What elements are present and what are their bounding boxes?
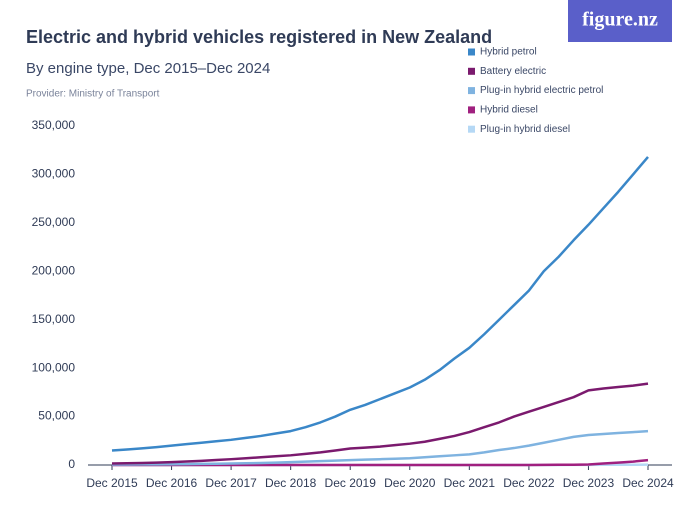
y-tick-label: 350,000 [32, 118, 76, 132]
x-tick-label: Dec 2024 [622, 476, 674, 490]
x-tick-label: Dec 2016 [146, 476, 198, 490]
x-tick-label: Dec 2017 [205, 476, 257, 490]
legend-label: Hybrid petrol [480, 47, 537, 58]
x-tick-label: Dec 2015 [86, 476, 138, 490]
y-tick-label: 150,000 [32, 312, 76, 326]
legend-swatch [468, 87, 475, 95]
x-tick-label: Dec 2023 [563, 476, 615, 490]
legend-swatch [468, 67, 475, 75]
legend-swatch [468, 125, 475, 133]
series-line [111, 429, 649, 466]
legend-label: Battery electric [480, 66, 546, 77]
legend-swatch [468, 48, 475, 56]
x-tick-label: Dec 2018 [265, 476, 317, 490]
chart-title: Electric and hybrid vehicles registered … [26, 27, 492, 47]
chart-subtitle: By engine type, Dec 2015–Dec 2024 [26, 60, 270, 77]
series-line [111, 156, 649, 452]
legend-swatch [468, 106, 475, 114]
y-tick-label: 100,000 [32, 360, 76, 374]
legend-label: Plug-in hybrid diesel [480, 124, 570, 135]
y-tick-label: 200,000 [32, 263, 76, 277]
legend-label: Plug-in hybrid electric petrol [480, 85, 603, 96]
y-tick-label: 300,000 [32, 167, 76, 181]
y-tick-label: 50,000 [38, 409, 75, 423]
provider: Provider: Ministry of Transport [26, 89, 160, 100]
x-tick-label: Dec 2019 [325, 476, 377, 490]
y-tick-label: 250,000 [32, 215, 76, 229]
y-tick-label: 0 [68, 457, 75, 471]
legend-label: Hybrid diesel [480, 105, 538, 116]
series-line [111, 382, 649, 465]
logo: figure.nz [582, 9, 658, 31]
logo-box [568, 0, 672, 42]
x-tick-label: Dec 2022 [503, 476, 555, 490]
x-tick-label: Dec 2020 [384, 476, 436, 490]
x-tick-label: Dec 2021 [444, 476, 496, 490]
